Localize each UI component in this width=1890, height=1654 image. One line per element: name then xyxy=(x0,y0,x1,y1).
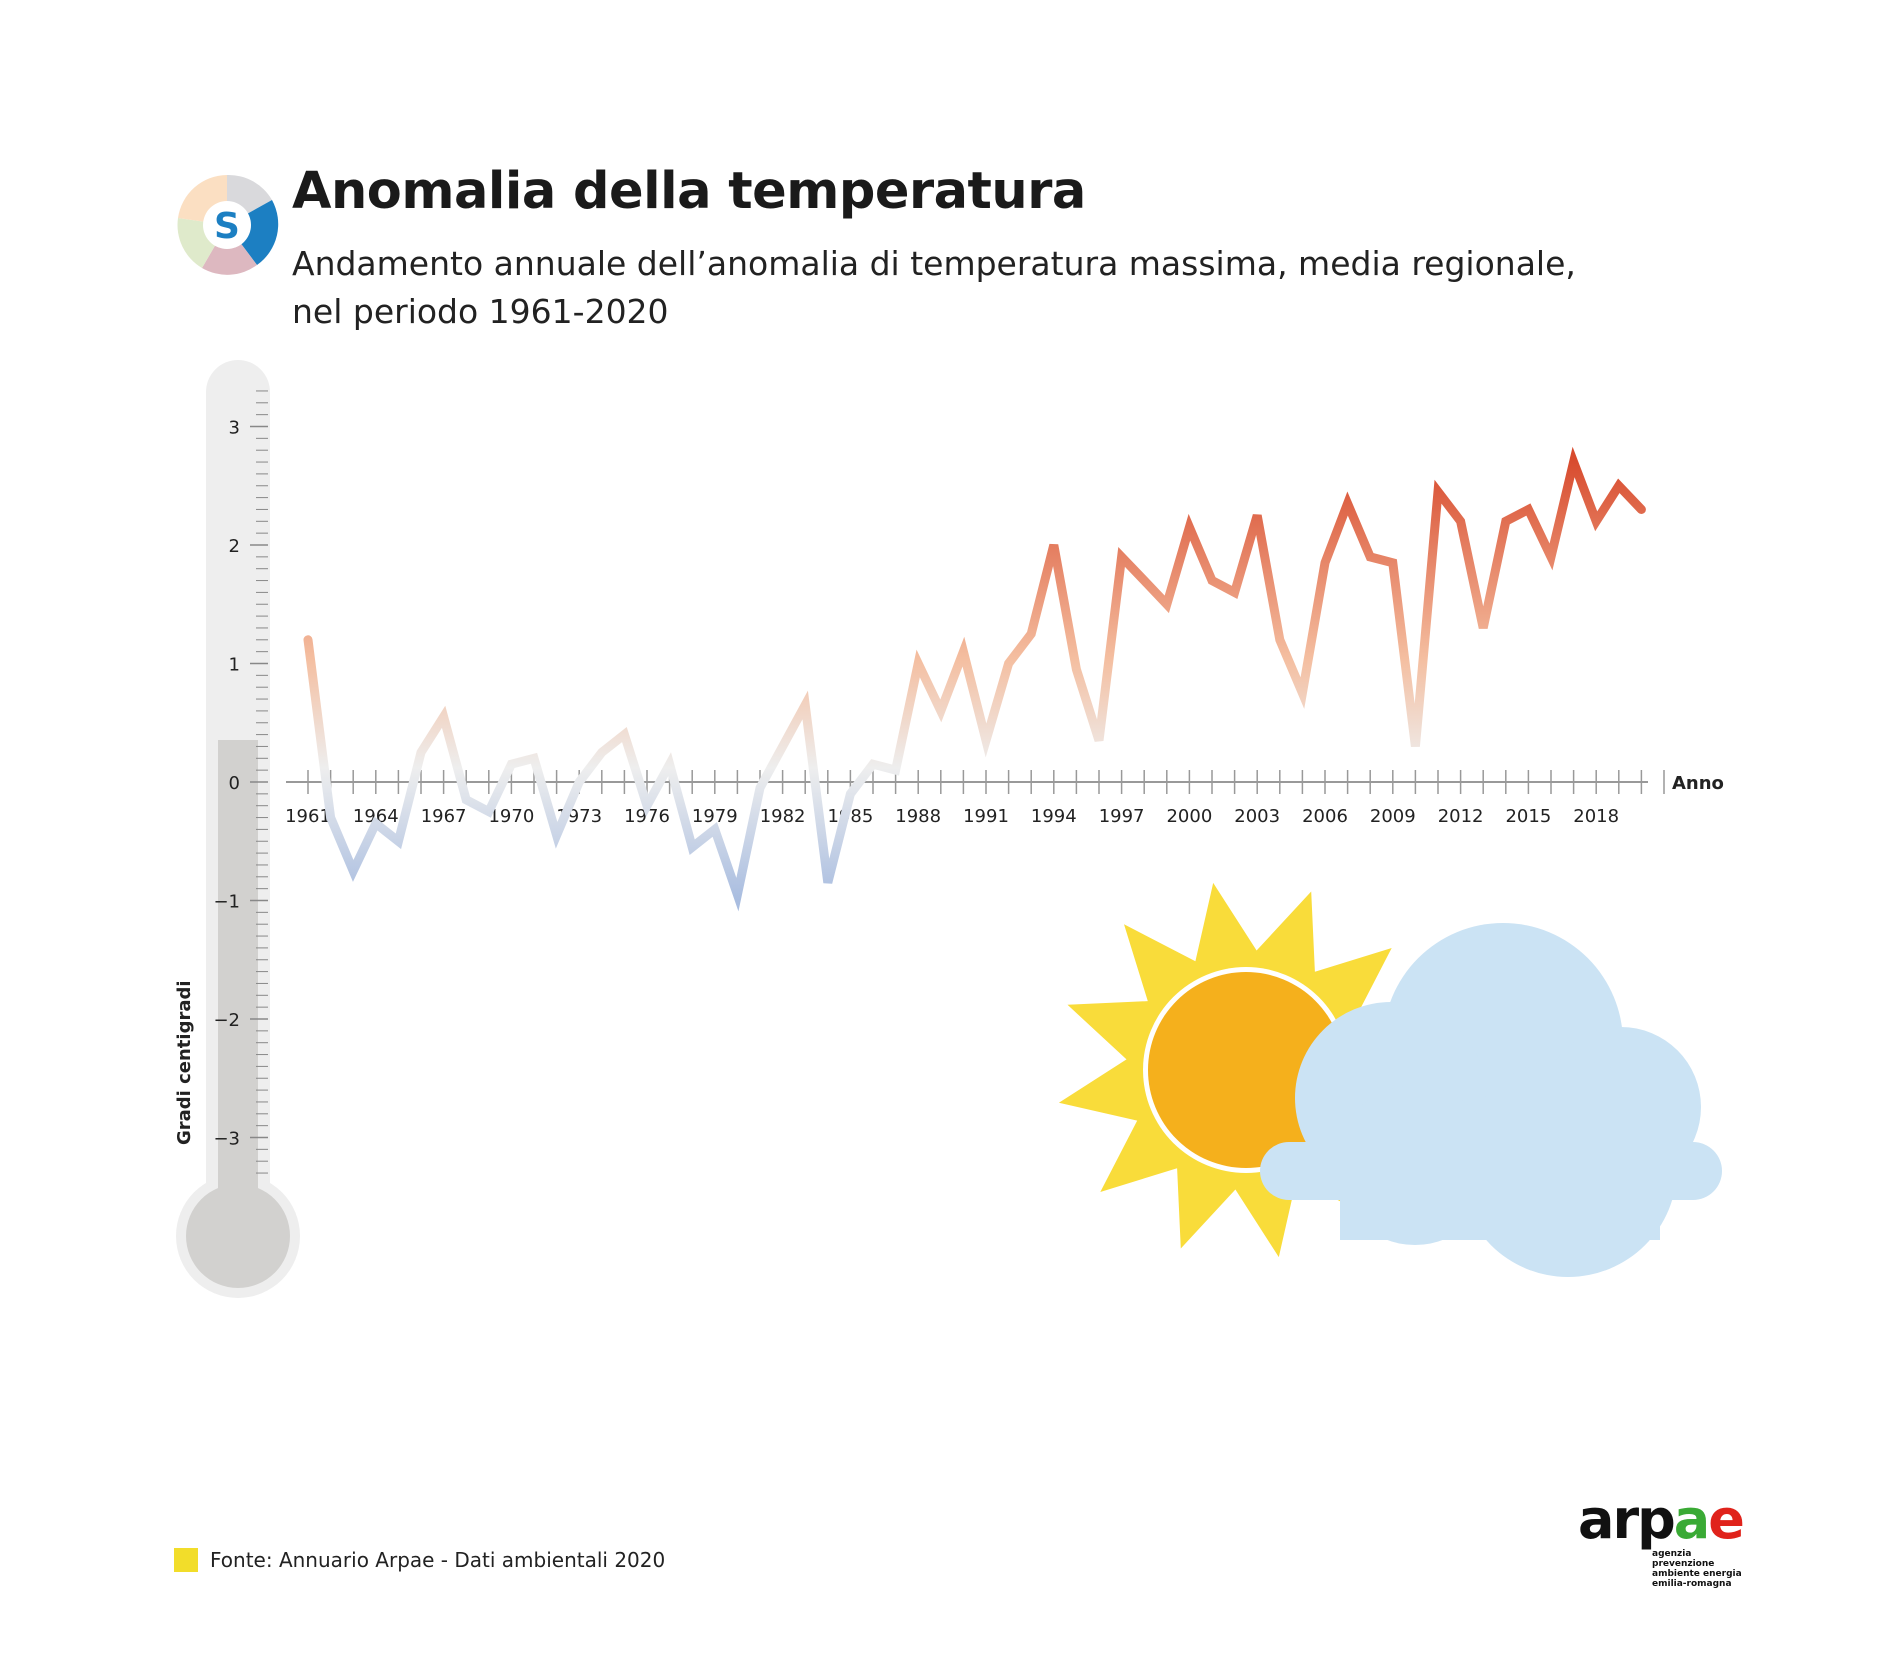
y-tick-label: 2 xyxy=(229,536,240,557)
x-tick-label: 2012 xyxy=(1438,806,1484,827)
cloud-icon xyxy=(1260,923,1722,1277)
x-tick-label: 1961 xyxy=(285,806,331,827)
x-tick-label: 2006 xyxy=(1302,806,1348,827)
y-tick-label: −1 xyxy=(213,892,240,913)
svg-text:emilia-romagna: emilia-romagna xyxy=(1652,1579,1732,1589)
y-axis: 3 2 1 0 −1 −2 −3 xyxy=(213,390,268,1174)
x-tick-label: 2003 xyxy=(1234,806,1280,827)
x-tick-label: 1979 xyxy=(692,806,738,827)
page-title: Anomalia della temperatura xyxy=(292,162,1086,221)
y-tick-label: 0 xyxy=(229,773,240,794)
x-tick-label: 1967 xyxy=(421,806,467,827)
y-tick-label: −2 xyxy=(213,1010,240,1031)
x-axis-title: Anno xyxy=(1672,773,1724,794)
y-axis-title: Gradi centigradi xyxy=(174,980,195,1145)
subtitle-line-1: Andamento annuale dell’anomalia di tempe… xyxy=(292,244,1576,283)
source-text: Fonte: Annuario Arpae - Dati ambientali … xyxy=(210,1548,666,1572)
thermometer-icon xyxy=(176,360,300,1298)
series-line xyxy=(303,446,1646,912)
x-tick-label: 1976 xyxy=(624,806,670,827)
source-marker xyxy=(174,1548,198,1572)
x-tick-label: 1988 xyxy=(895,806,941,827)
subtitle-line-2: nel periodo 1961-2020 xyxy=(292,292,669,331)
x-tick-label: 1970 xyxy=(488,806,534,827)
x-tick-label: 2018 xyxy=(1573,806,1619,827)
logo-letter: S xyxy=(214,206,240,247)
source-note: Fonte: Annuario Arpae - Dati ambientali … xyxy=(174,1548,665,1572)
page-subtitle: Andamento annuale dell’anomalia di tempe… xyxy=(292,240,1592,336)
x-tick-label: 1997 xyxy=(1099,806,1145,827)
sun-icon xyxy=(1058,882,1434,1258)
x-tick-label: 1991 xyxy=(963,806,1009,827)
x-tick-label: 2015 xyxy=(1505,806,1551,827)
svg-text:prevenzione: prevenzione xyxy=(1652,1559,1714,1569)
x-tick-label: 1994 xyxy=(1031,806,1077,827)
svg-text:agenzia: agenzia xyxy=(1652,1549,1691,1559)
y-tick-label: −3 xyxy=(213,1129,240,1150)
x-tick-label: 1964 xyxy=(353,806,399,827)
svg-text:ambiente energia: ambiente energia xyxy=(1652,1569,1742,1579)
y-tick-label: 3 xyxy=(229,418,240,439)
y-tick-label: 1 xyxy=(229,655,240,676)
arpae-logo: arpae agenzia prevenzione ambiente energ… xyxy=(1578,1490,1745,1589)
x-tick-label: 2000 xyxy=(1166,806,1212,827)
x-tick-label: 1982 xyxy=(760,806,806,827)
svg-text:arpae: arpae xyxy=(1578,1490,1743,1551)
x-tick-label: 2009 xyxy=(1370,806,1416,827)
sustainability-s-icon: S xyxy=(177,174,279,275)
